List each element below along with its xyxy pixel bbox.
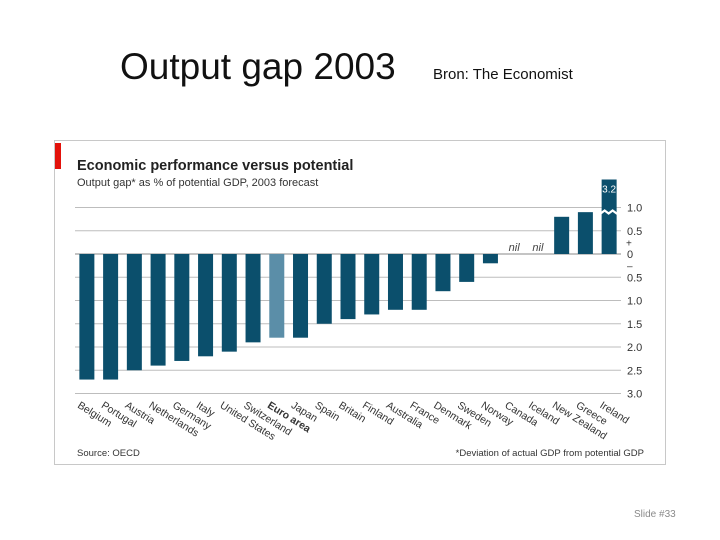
y-tick-label: 0.5 — [627, 226, 642, 238]
bar — [79, 254, 95, 380]
bar — [459, 254, 475, 282]
chart-svg: Economic performance versus potential Out… — [55, 143, 644, 459]
y-tick-label: 0.5 — [627, 272, 642, 284]
bar — [411, 254, 427, 310]
y-tick-label: 1.0 — [627, 203, 642, 215]
accent-bar — [55, 143, 61, 169]
bar — [103, 254, 119, 380]
bar — [577, 212, 593, 254]
chart-source: Source: OECD — [77, 448, 140, 459]
y-tick-label: 3.0 — [627, 389, 642, 401]
chart-title: Economic performance versus potential — [77, 158, 353, 174]
axis-break-mark — [599, 209, 620, 215]
nil-label: nil — [509, 242, 521, 254]
bar-value-label: 3.2 — [602, 185, 616, 196]
bar — [174, 254, 190, 361]
bar — [435, 254, 451, 292]
bar — [245, 254, 261, 343]
bar — [554, 216, 570, 254]
y-tick-label: 1.5 — [627, 319, 642, 331]
slide-source: Bron: The Economist — [433, 66, 573, 83]
bar — [601, 179, 617, 254]
nil-label: nil — [532, 242, 544, 254]
sign-minus: – — [627, 262, 633, 273]
bar — [269, 254, 285, 338]
slide-title: Output gap 2003 — [120, 46, 396, 87]
bar — [150, 254, 166, 366]
bar — [316, 254, 332, 324]
y-tick-label: 0 — [627, 249, 633, 261]
chart-subtitle: Output gap* as % of potential GDP, 2003 … — [77, 177, 318, 189]
x-tick-label: Spain — [313, 399, 342, 423]
slide-number: Slide #33 — [634, 509, 676, 520]
bar — [364, 254, 380, 315]
y-tick-label: 2.5 — [627, 365, 642, 377]
y-tick-label: 1.0 — [627, 296, 642, 308]
bar — [221, 254, 237, 352]
bar — [340, 254, 356, 320]
chart-figure: Economic performance versus potential Out… — [54, 140, 666, 465]
chart-footnote: *Deviation of actual GDP from potential … — [456, 448, 644, 459]
bar — [198, 254, 214, 357]
sign-plus: + — [626, 238, 632, 249]
y-tick-label: 2.0 — [627, 342, 642, 354]
bar — [482, 254, 498, 264]
bar — [293, 254, 309, 338]
bar — [126, 254, 142, 371]
bar — [387, 254, 403, 310]
